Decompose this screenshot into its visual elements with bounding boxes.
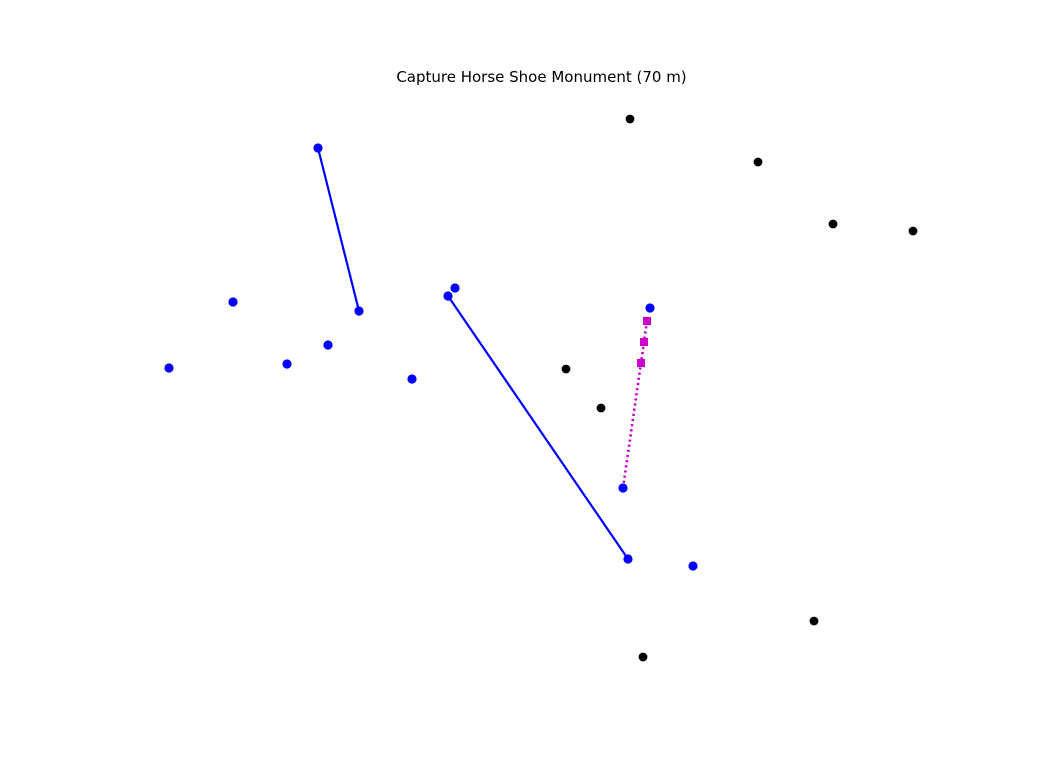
planned-waypoint-marker xyxy=(643,317,651,325)
units-layer xyxy=(164,114,918,662)
blue-unit-marker xyxy=(450,283,460,293)
blue-unit-marker xyxy=(228,297,238,307)
blue-unit-marker xyxy=(623,554,633,564)
blue-unit-marker xyxy=(618,483,628,493)
blue-unit-marker xyxy=(443,291,453,301)
blue-unit-marker xyxy=(688,561,698,571)
black-unit-marker xyxy=(596,403,606,413)
black-unit-marker xyxy=(908,226,918,236)
planned-path-layer xyxy=(621,317,651,489)
black-unit-marker xyxy=(625,114,635,124)
blue-unit-marker xyxy=(164,363,174,373)
black-unit-marker xyxy=(638,652,648,662)
figure-title: Capture Horse Shoe Monument (70 m) xyxy=(396,68,687,86)
movement-line-1 xyxy=(316,146,361,313)
blue-unit-marker xyxy=(313,143,323,153)
blue-unit-marker xyxy=(407,374,417,384)
blue-unit-marker xyxy=(645,303,655,313)
blue-unit-marker xyxy=(354,306,364,316)
black-unit-marker xyxy=(809,616,819,626)
planned-waypoint-marker xyxy=(637,359,645,367)
black-unit-marker xyxy=(561,364,571,374)
movement-lines-layer xyxy=(316,146,630,561)
black-unit-marker xyxy=(828,219,838,229)
blue-unit-marker xyxy=(323,340,333,350)
planned-waypoint-marker xyxy=(640,338,648,346)
movement-line-2 xyxy=(446,294,630,561)
blue-unit-marker xyxy=(282,359,292,369)
black-unit-marker xyxy=(753,157,763,167)
planned-path-line xyxy=(621,320,649,489)
